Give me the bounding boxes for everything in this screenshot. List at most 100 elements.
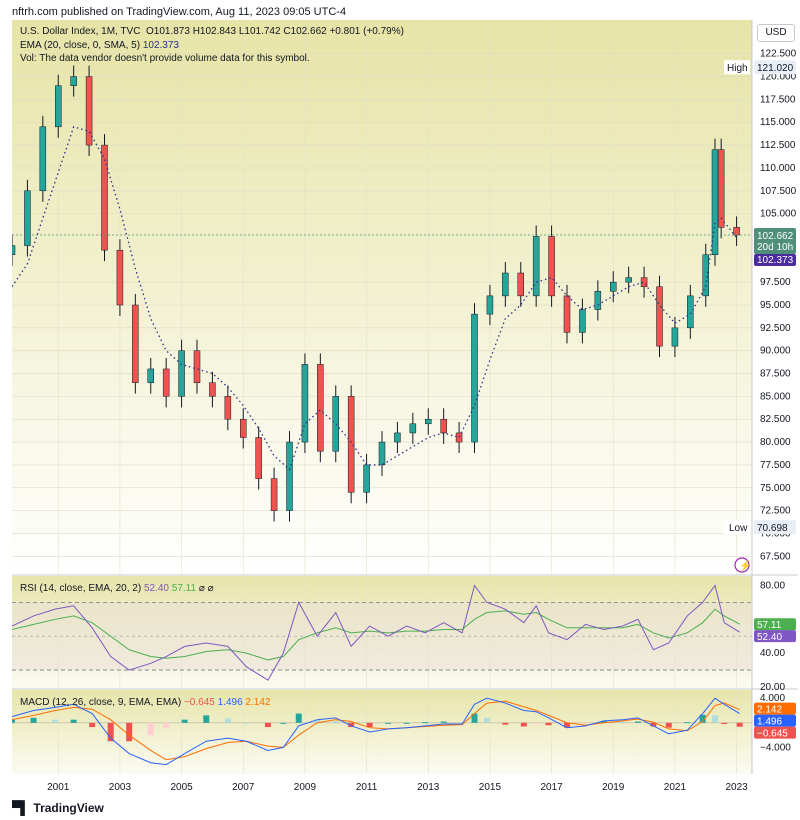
rsi-ma-tag: 57.11 (757, 620, 782, 631)
candle-body (687, 295, 694, 329)
rsi-band (12, 602, 752, 671)
time-tick-label: 2023 (725, 782, 748, 793)
price-tick-label: 120.000 (760, 72, 797, 83)
macd-histogram-bar (224, 718, 231, 723)
candle-body (563, 295, 571, 333)
macd-histogram-bar (520, 722, 527, 727)
high-value-tag-bg (754, 60, 796, 75)
macd-histogram-bar (30, 717, 37, 723)
macd-hist-tag-bg (754, 726, 796, 739)
high-label: High (727, 63, 748, 74)
low-value-tag: 70.698 (757, 523, 788, 534)
macd-histogram-bar (70, 719, 77, 723)
candle-body (548, 236, 555, 297)
candle-body (656, 286, 663, 347)
candle-body (240, 418, 247, 438)
candle-body (286, 441, 293, 511)
price-tick-label: 105.000 (760, 209, 797, 220)
macd-histogram-bar (12, 719, 15, 723)
ema-label: EMA (20, close, 0, SMA, 5) (20, 40, 141, 51)
time-tick-label: 2011 (356, 782, 378, 793)
rsi-label: RSI (14, close, EMA, 20, 2) (20, 583, 142, 594)
macd-histogram-bar (483, 717, 490, 723)
macd-histogram-bar (422, 722, 429, 724)
macd-histogram-bar (736, 722, 743, 727)
macd-histogram-bar (564, 722, 570, 728)
macd-hist-value: −0.645 (183, 697, 215, 708)
macd-tick-label: −4.000 (760, 742, 791, 753)
candle-body (409, 423, 417, 434)
candle-body (711, 149, 719, 255)
candle-body (532, 236, 540, 297)
ohlc-values: O101.873 H102.843 L101.742 C102.662 +0.8… (145, 26, 404, 37)
ema-price-tag-bg (754, 254, 796, 267)
macd-histogram-bar (385, 722, 392, 724)
macd-series (12, 697, 752, 766)
ema-legend: EMA (20, close, 0, SMA, 5) 102.373 (20, 40, 179, 51)
macd-histogram-bar (181, 719, 188, 723)
macd-signal-tag-bg (754, 702, 796, 715)
rsi-ma-value: 57.11 (171, 583, 197, 594)
price-tick-label: 67.500 (760, 551, 791, 562)
candle-body (70, 76, 77, 86)
low-value-tag-bg (754, 520, 796, 535)
candle-body (209, 382, 216, 397)
time-tick-label: 2017 (540, 782, 563, 793)
time-tick-label: 2007 (232, 782, 255, 793)
macd-histogram-bar (721, 722, 728, 724)
macd-histogram-bar (314, 719, 321, 723)
candle-body (193, 350, 201, 383)
symbol-title: U.S. Dollar Index, 1M, TVC (20, 26, 141, 37)
candle-body (502, 272, 509, 297)
macd-signal-tag: 2.142 (757, 705, 782, 716)
macd-pane-bg (12, 690, 752, 774)
high-label-bg (724, 60, 750, 75)
low-label: Low (729, 523, 748, 534)
candle-body (101, 144, 108, 251)
macd-histogram-bar (712, 715, 718, 723)
currency-button[interactable]: USD (757, 24, 795, 42)
price-tick-label: 90.000 (760, 346, 791, 357)
candle-body (486, 295, 494, 315)
ema-price-tag: 102.373 (757, 255, 794, 266)
candle-body (178, 350, 185, 397)
candle-body (363, 464, 370, 493)
tradingview-footer[interactable]: ▀▌ TradingView (12, 800, 104, 815)
tradingview-logo-icon: ▀▌ (12, 800, 29, 815)
macd-line (12, 697, 740, 766)
rsi-line (12, 584, 740, 681)
candle-body (55, 85, 62, 128)
candle-body (332, 396, 339, 452)
macd-hist-tag: −0.645 (757, 729, 788, 740)
macd-histogram-bar (440, 721, 447, 723)
candle-body (255, 437, 262, 479)
rsi-tick-label: 80.00 (760, 580, 785, 591)
macd-histogram-bar (502, 722, 509, 725)
candle-body (24, 190, 31, 246)
candle-body (85, 76, 93, 146)
macd-histogram-bar (684, 722, 691, 724)
macd-histogram-bar (366, 722, 373, 728)
time-tick-label: 2009 (294, 782, 317, 793)
rsi-value: 52.40 (143, 583, 169, 594)
price-tick-label: 110.000 (760, 163, 796, 174)
candle-body (517, 272, 524, 297)
candle-body (116, 249, 124, 306)
candle-body (702, 254, 709, 297)
rsi-ma-line (12, 608, 740, 661)
macd-histogram-bar (533, 722, 540, 724)
macd-signal-value: 2.142 (245, 697, 271, 708)
macd-legend: MACD (12, 26, close, 9, EMA, EMA) −0.645… (20, 697, 270, 708)
candle-body (717, 149, 725, 228)
macd-line-value: 1.496 (217, 697, 243, 708)
macd-histogram-bar (243, 722, 250, 724)
candle-body (671, 327, 679, 347)
macd-label: MACD (12, 26, close, 9, EMA, EMA) (20, 697, 182, 708)
last-price-tag-bg (754, 228, 796, 255)
time-tick-label: 2001 (47, 782, 70, 793)
candle-body (610, 281, 617, 292)
chart-canvas[interactable]: 122.500 120.000 117.500 115.000 112.500 110.0… (12, 20, 798, 794)
price-tick-label: 75.000 (760, 483, 791, 494)
price-series (12, 65, 752, 522)
rsi-series (12, 584, 752, 681)
